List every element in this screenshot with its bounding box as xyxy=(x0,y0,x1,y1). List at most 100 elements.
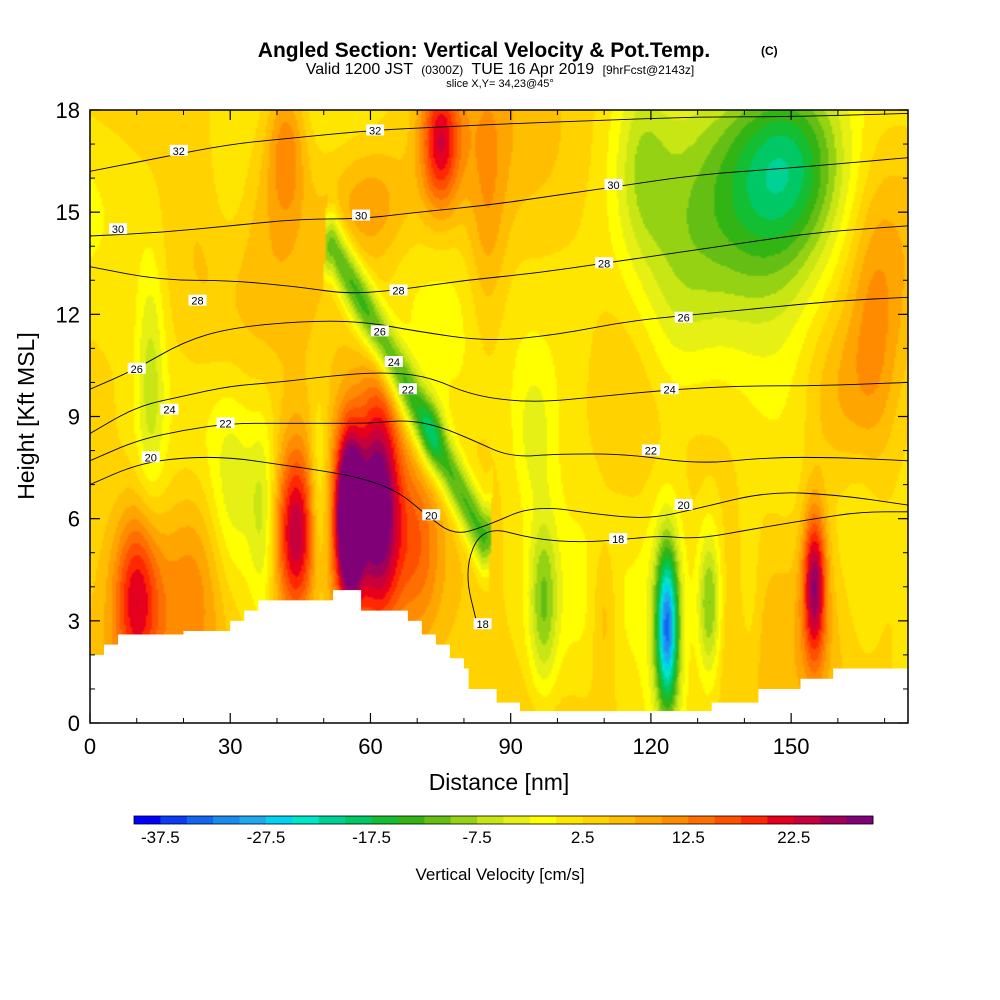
contour-label: 28 xyxy=(188,294,207,308)
x-tick-label: 0 xyxy=(84,734,96,759)
subtitle-utc: (0300Z) xyxy=(421,63,463,77)
colorbar-swatch xyxy=(345,816,372,824)
colorbar-swatch xyxy=(556,816,584,824)
contour-label: 24 xyxy=(660,383,679,396)
contour-label-bg xyxy=(384,356,403,368)
contour-label: 28 xyxy=(389,284,408,297)
x-tick-label: 90 xyxy=(498,734,522,759)
colorbar-swatch xyxy=(688,816,716,824)
colorbar-swatch xyxy=(450,816,478,824)
colorbar-swatch xyxy=(477,816,504,824)
contour-label-text: 28 xyxy=(392,285,404,297)
contour-label: 18 xyxy=(609,533,628,546)
contour-label-text: 30 xyxy=(607,180,619,192)
contour-label: 26 xyxy=(127,362,146,376)
contour-label-bg xyxy=(169,144,188,156)
contour-label-bg xyxy=(473,618,492,630)
contour-labels: 32 32 30 30 30 28 28 28 26 26 26 24 24 24 22 22 22 20 20 20… xyxy=(109,124,693,631)
contour-label-bg xyxy=(352,209,371,221)
slice-info: slice X,Y= 34,23@45° xyxy=(446,78,554,90)
contour-label: 20 xyxy=(422,509,441,522)
x-tick-label: 120 xyxy=(633,734,670,759)
contour-label-bg xyxy=(109,223,128,235)
colorbar-swatch xyxy=(318,816,346,824)
contour-label: 32 xyxy=(366,124,385,137)
colorbar-swatch xyxy=(767,816,795,824)
colorbar-tick-label: 12.5 xyxy=(672,828,705,847)
y-tick-label: 6 xyxy=(68,507,80,532)
x-axis: 0 30 60 90 120 150 xyxy=(84,110,886,759)
contour-label-text: 24 xyxy=(163,405,175,417)
contour-label: 22 xyxy=(398,383,417,396)
contour-18 xyxy=(467,511,908,628)
contour-label-text: 32 xyxy=(173,146,185,158)
contour-label: 26 xyxy=(674,311,693,325)
contour-label: 24 xyxy=(384,356,403,369)
colorbar-tick-label: -17.5 xyxy=(352,828,391,847)
colorbar-swatch xyxy=(635,816,663,824)
subtitle-date: TUE 16 Apr 2019 xyxy=(471,61,594,78)
contour-label-bg xyxy=(366,124,385,136)
contour-label: 18 xyxy=(473,618,492,631)
contour-label-bg xyxy=(216,417,235,429)
contour-30 xyxy=(90,157,908,237)
vertical-velocity-field xyxy=(90,110,908,723)
y-tick-label: 3 xyxy=(68,609,80,634)
contour-label-text: 32 xyxy=(369,125,381,137)
contour-label-text: 20 xyxy=(425,510,437,522)
contour-label-bg xyxy=(422,509,441,521)
contour-22 xyxy=(90,420,908,463)
colorbar-swatch xyxy=(186,816,214,824)
contour-label-text: 28 xyxy=(598,258,610,270)
colorbar-swatch xyxy=(397,816,425,824)
contour-label-text: 20 xyxy=(145,452,157,464)
contour-label-text: 24 xyxy=(663,384,675,396)
contour-label-bg xyxy=(398,383,417,395)
contour-label: 32 xyxy=(169,144,188,158)
contour-label-text: 18 xyxy=(612,534,624,546)
y-tick-label: 18 xyxy=(56,98,80,123)
colorbar-swatch xyxy=(134,816,161,824)
terrain-mask xyxy=(90,590,908,723)
colorbar-frame xyxy=(133,815,874,825)
contour-label-text: 18 xyxy=(477,619,489,631)
colorbar-swatch xyxy=(265,816,293,824)
x-tick-label: 150 xyxy=(773,734,810,759)
colorbar-swatch xyxy=(820,816,848,824)
x-tick-label: 30 xyxy=(218,734,242,759)
y-tick-label: 9 xyxy=(68,405,80,430)
subtitle-valid: Valid 1200 JST xyxy=(306,61,414,78)
colorbar-swatch xyxy=(503,816,531,824)
contour-label-text: 26 xyxy=(678,313,690,325)
contour-28 xyxy=(90,225,908,294)
subtitle-forecast: [9hrFcst@2143z] xyxy=(603,63,695,77)
colorbar-tick-label: 22.5 xyxy=(777,828,810,847)
colorbar-swatch xyxy=(714,816,742,824)
contour-label: 30 xyxy=(109,223,128,236)
contour-label-bg xyxy=(674,311,693,323)
contour-label-bg xyxy=(674,499,693,511)
colorbar-tick-label: -37.5 xyxy=(141,828,180,847)
contour-label-bg xyxy=(370,325,389,337)
contour-24 xyxy=(90,372,908,434)
plot-area: 32 32 30 30 30 28 28 28 26 26 26 24 24 24 22 22 22 20 20 20… xyxy=(89,109,909,724)
colorbar: -37.5 -27.5 -17.5 -7.5 2.5 12.5 22.5 xyxy=(133,815,874,847)
contour-label-bg xyxy=(595,257,614,269)
contour-label: 22 xyxy=(641,444,660,458)
contour-label-text: 22 xyxy=(645,446,657,458)
colorbar-swatch xyxy=(661,816,689,824)
colorbar-title: Vertical Velocity [cm/s] xyxy=(415,865,584,884)
contour-label-text: 26 xyxy=(374,326,386,338)
chart-title-group: Angled Section: Vertical Velocity & Pot.… xyxy=(258,39,778,90)
contour-label-bg xyxy=(141,451,160,463)
colorbar-swatch xyxy=(609,816,636,824)
contour-label-bg xyxy=(609,533,628,545)
colorbar-swatch xyxy=(741,816,768,824)
contour-label-bg xyxy=(389,284,408,296)
colorbar-tick-label: -27.5 xyxy=(247,828,286,847)
y-tick-label: 12 xyxy=(56,302,80,327)
colorbar-swatch xyxy=(371,816,399,824)
y-axis: 0 3 6 9 12 15 18 xyxy=(56,98,908,736)
contour-label: 20 xyxy=(674,499,693,512)
